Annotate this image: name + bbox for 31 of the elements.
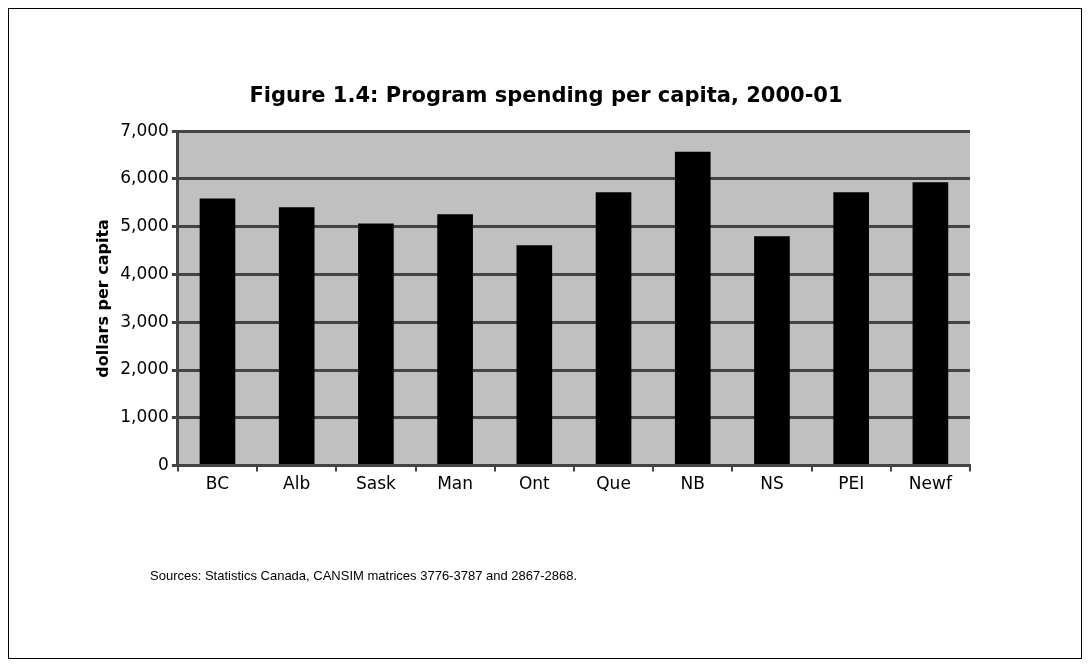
x-tick-label: BC — [205, 473, 230, 494]
x-tick-label: Man — [437, 473, 474, 494]
bar — [595, 192, 632, 465]
y-tick-label: 3,000 — [120, 310, 169, 331]
x-tick-label: Alb — [283, 473, 311, 494]
bar — [278, 207, 315, 465]
y-tick-label: 6,000 — [120, 167, 169, 188]
y-tick-label: 0 — [158, 454, 169, 475]
x-tick-label: NS — [760, 473, 784, 494]
x-tick-label: Newf — [908, 473, 953, 494]
y-tick-label: 2,000 — [120, 358, 169, 379]
x-tick-label: NB — [680, 473, 705, 494]
y-axis-title: dollars per capita — [92, 219, 112, 378]
x-tick-label: Que — [596, 473, 631, 494]
bar — [199, 198, 236, 465]
chart-title: Figure 1.4: Program spending per capita, 2000-01 — [248, 83, 844, 107]
x-tick-label: Ont — [518, 473, 551, 494]
bar — [833, 192, 869, 465]
x-tick-label: Sask — [355, 473, 397, 494]
y-tick-label: 4,000 — [120, 262, 169, 283]
bar — [437, 214, 473, 465]
x-tick-label: PEI — [838, 473, 865, 494]
source-note: Sources: Statistics Canada, CANSIM matrices 3776-3787 and 2867-2868. — [150, 568, 578, 583]
y-tick-label: 7,000 — [120, 119, 169, 140]
y-tick-label: 1,000 — [120, 406, 169, 427]
bar — [754, 236, 790, 465]
bar — [912, 182, 949, 465]
bar — [358, 223, 394, 465]
bar — [516, 245, 553, 465]
bar — [674, 151, 711, 465]
y-tick-label: 5,000 — [120, 215, 169, 236]
